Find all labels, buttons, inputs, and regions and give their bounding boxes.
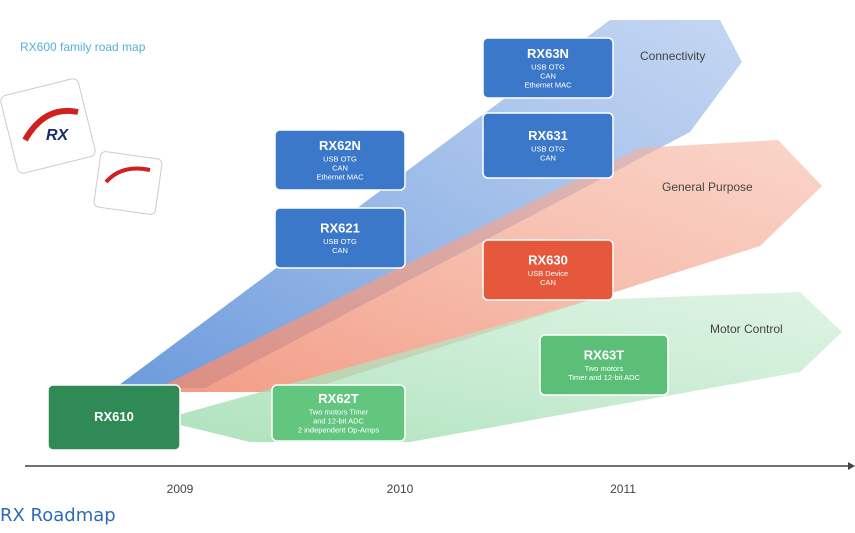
- band-label: Connectivity: [640, 49, 705, 63]
- product-feature: USB OTG: [531, 62, 565, 71]
- product-feature: 2 independent Op-Amps: [298, 425, 380, 434]
- product-feature: Two motors: [585, 364, 624, 373]
- chip-icon: RX: [0, 78, 163, 216]
- product-name: RX62T: [318, 391, 359, 406]
- product-name: RX610: [94, 409, 134, 424]
- product-name: RX62N: [319, 138, 361, 153]
- product-name: RX63T: [584, 347, 625, 362]
- product-name: RX630: [528, 252, 568, 267]
- product-name: RX631: [528, 128, 568, 143]
- year-label: 2009: [167, 482, 194, 496]
- product-feature: CAN: [540, 278, 556, 287]
- roadmap-diagram: RX RX600 family road map Connectivity Ge…: [0, 0, 855, 500]
- product-name: RX621: [320, 220, 360, 235]
- product-feature: CAN: [540, 71, 556, 80]
- product-feature: USB OTG: [323, 237, 357, 246]
- timeline-arrow: [848, 462, 855, 470]
- product-feature: CAN: [332, 246, 348, 255]
- diagram-title: RX600 family road map: [20, 40, 146, 54]
- page: {"header": {"title": "RX600 family road …: [0, 0, 855, 533]
- product-feature: Ethernet MAC: [524, 80, 572, 89]
- product-feature: CAN: [540, 153, 556, 162]
- band-label: General Purpose: [662, 180, 753, 194]
- band-label: Motor Control: [710, 322, 783, 336]
- product-feature: Ethernet MAC: [316, 172, 364, 181]
- product-feature: Timer and 12-bit ADC: [568, 373, 640, 382]
- year-label: 2010: [387, 482, 414, 496]
- caption: RX Roadmap: [0, 505, 116, 526]
- product-feature: USB OTG: [531, 144, 565, 153]
- product-name: RX63N: [527, 46, 569, 61]
- product-feature: Two motors Timer: [309, 407, 369, 416]
- chip-logo: RX: [46, 127, 70, 144]
- product-feature: USB OTG: [323, 154, 357, 163]
- product-feature: USB Device: [528, 269, 568, 278]
- year-label: 2011: [610, 482, 636, 496]
- product-feature: and 12-bit ADC: [313, 416, 364, 425]
- product-feature: CAN: [332, 163, 348, 172]
